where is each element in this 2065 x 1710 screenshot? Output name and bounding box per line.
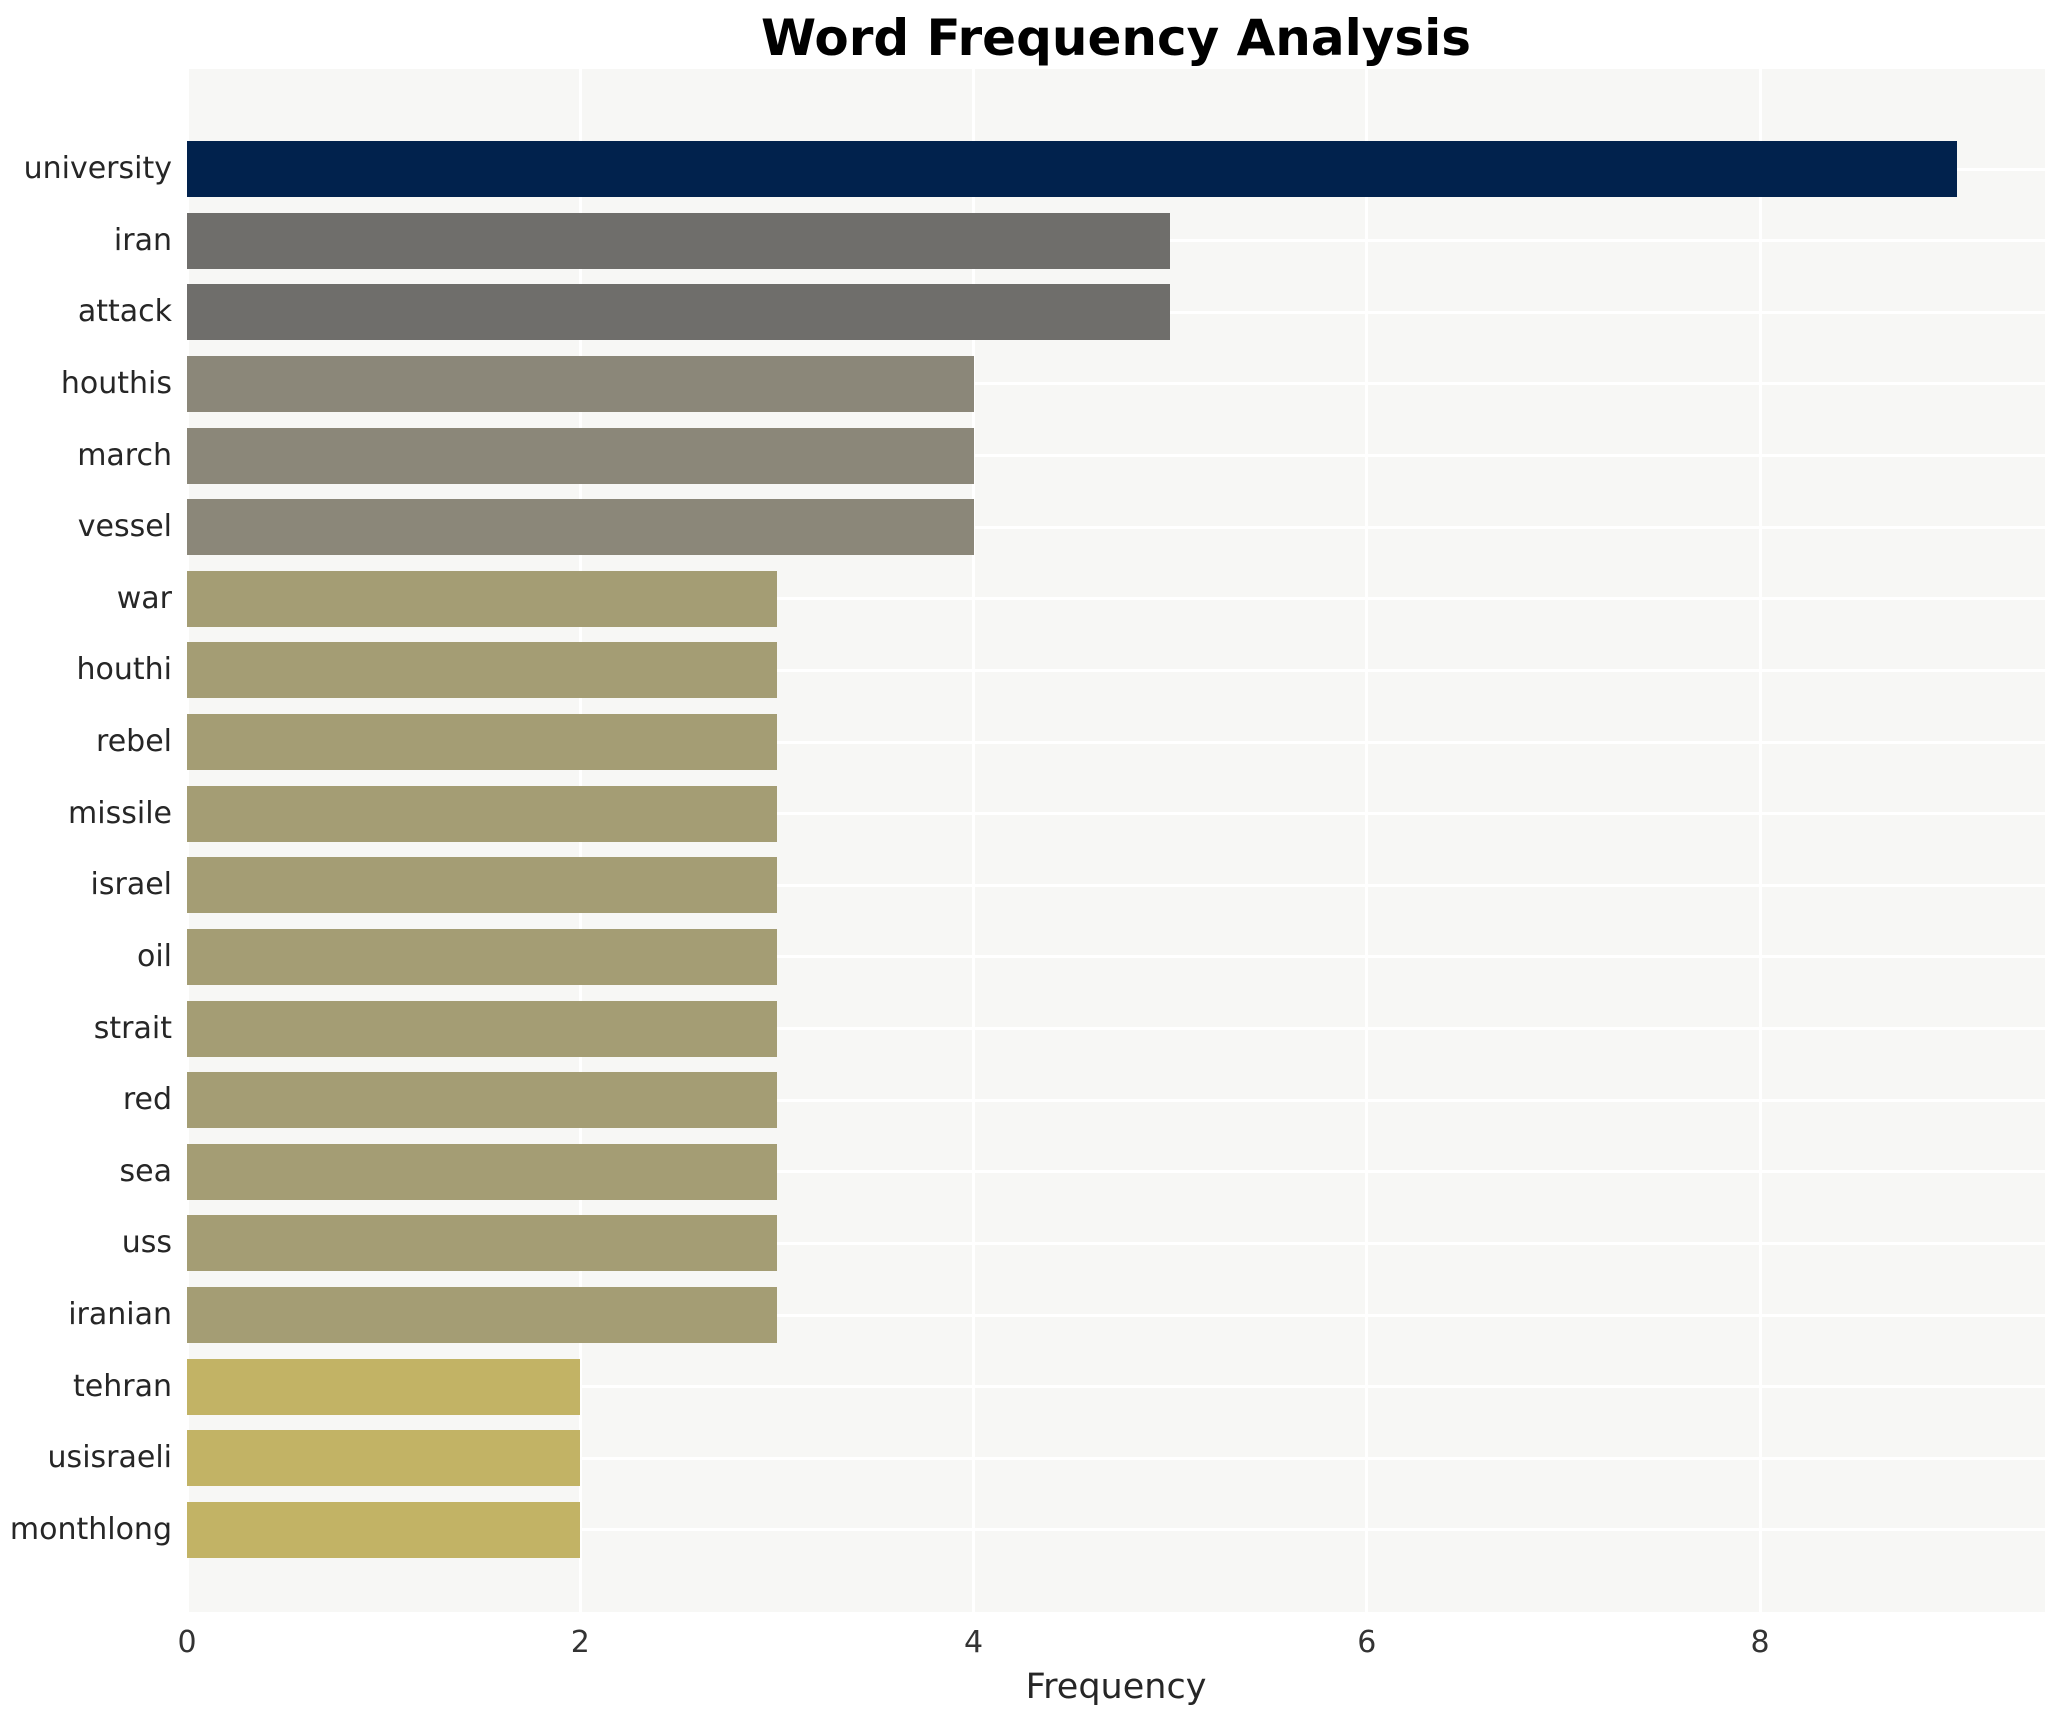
- x-tick-label-8: 8: [1750, 1625, 1770, 1660]
- bar-sea: [187, 1143, 777, 1200]
- y-gridline-houthis: [187, 382, 2045, 386]
- y-gridline-vessel: [187, 525, 2045, 529]
- category-label-attack: attack: [77, 294, 172, 330]
- bar-houthi: [187, 642, 777, 699]
- bar-red: [187, 1072, 777, 1129]
- y-gridline-war: [187, 597, 2045, 601]
- category-label-israel: israel: [90, 867, 172, 903]
- bar-tehran: [187, 1358, 581, 1415]
- bar-march: [187, 427, 974, 484]
- category-label-vessel: vessel: [77, 509, 172, 545]
- category-label-oil: oil: [136, 938, 172, 974]
- bar-rebel: [187, 714, 777, 771]
- y-gridline-israel: [187, 883, 2045, 887]
- x-tick-label-0: 0: [177, 1625, 197, 1660]
- bar-missile: [187, 785, 777, 842]
- chart-title: Word Frequency Analysis: [760, 9, 1472, 67]
- y-gridline-houthi: [187, 668, 2045, 672]
- y-gridline-uss: [187, 1241, 2045, 1245]
- bar-vessel: [187, 499, 974, 556]
- category-label-strait: strait: [93, 1010, 172, 1046]
- category-label-uss: uss: [121, 1225, 172, 1261]
- x-gridline-8: [1758, 69, 1762, 1612]
- category-label-sea: sea: [119, 1153, 172, 1189]
- y-gridline-march: [187, 454, 2045, 458]
- bar-monthlong: [187, 1501, 581, 1558]
- bar-oil: [187, 928, 777, 985]
- category-label-red: red: [122, 1082, 172, 1118]
- category-label-war: war: [116, 580, 172, 616]
- y-gridline-sea: [187, 1170, 2045, 1174]
- category-label-monthlong: monthlong: [9, 1511, 172, 1547]
- bar-attack: [187, 284, 1171, 341]
- category-label-iranian: iranian: [68, 1297, 172, 1333]
- category-label-houthi: houthi: [76, 652, 173, 688]
- category-label-march: march: [77, 437, 172, 473]
- bar-houthis: [187, 355, 974, 412]
- bar-strait: [187, 1000, 777, 1057]
- bar-uss: [187, 1215, 777, 1272]
- y-gridline-strait: [187, 1027, 2045, 1031]
- category-label-usisraeli: usisraeli: [47, 1440, 172, 1476]
- y-gridline-oil: [187, 955, 2045, 959]
- y-gridline-missile: [187, 812, 2045, 816]
- y-gridline-red: [187, 1098, 2045, 1102]
- y-gridline-rebel: [187, 740, 2045, 744]
- category-label-university: university: [23, 151, 172, 186]
- y-gridline-usisraeli: [187, 1456, 2045, 1460]
- x-tick-label-6: 6: [1357, 1625, 1377, 1660]
- bar-iranian: [187, 1287, 777, 1344]
- category-label-houthis: houthis: [60, 365, 172, 401]
- bar-israel: [187, 857, 777, 914]
- category-label-rebel: rebel: [96, 724, 172, 760]
- x-tick-label-4: 4: [963, 1625, 984, 1660]
- x-axis-label: Frequency: [1025, 1667, 1207, 1707]
- x-tick-label-2: 2: [570, 1625, 590, 1660]
- bar-iran: [187, 212, 1171, 269]
- y-gridline-iranian: [187, 1313, 2045, 1317]
- category-label-missile: missile: [68, 795, 172, 831]
- bar-war: [187, 570, 777, 627]
- category-label-iran: iran: [113, 222, 172, 258]
- bar-university: [187, 141, 1957, 197]
- x-gridline-4: [972, 69, 975, 1612]
- y-gridline-monthlong: [187, 1528, 2045, 1532]
- plot-area: [185, 69, 2045, 1612]
- x-gridline-6: [1365, 69, 1369, 1612]
- category-label-tehran: tehran: [73, 1368, 172, 1404]
- bar-usisraeli: [187, 1430, 581, 1487]
- y-gridline-tehran: [187, 1385, 2045, 1389]
